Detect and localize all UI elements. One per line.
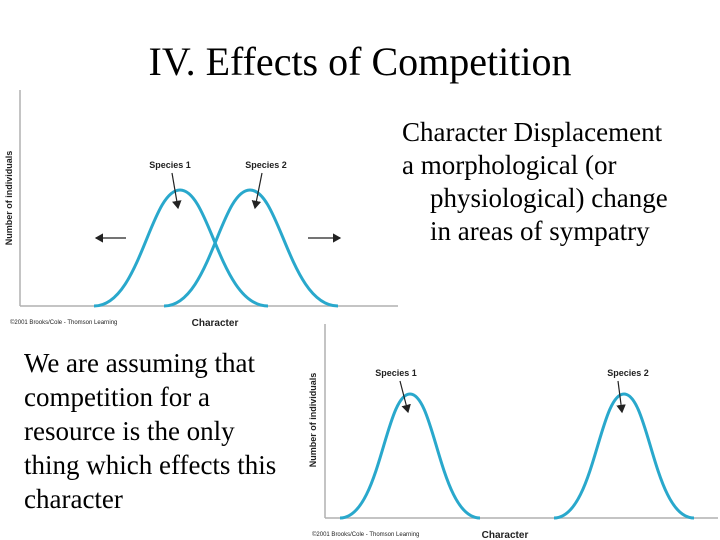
species-1-pointer: [399, 380, 411, 414]
assumption-line: character: [24, 484, 123, 514]
figure-sympatry: Number of individuals Character ©2001 Br…: [0, 88, 400, 334]
definition-text: Character Displacement a morphological (…: [402, 116, 720, 248]
species-2-label: Species 2: [607, 368, 649, 378]
species-2-label: Species 2: [245, 160, 287, 170]
x-axis-label: Character: [482, 530, 529, 540]
y-axis-label: Number of individuals: [4, 151, 14, 246]
assumption-line: thing which effects this: [24, 450, 277, 480]
y-axis-label: Number of individuals: [308, 373, 318, 468]
assumption-line: competition for a: [24, 382, 210, 412]
assumption-line: resource is the only: [24, 416, 235, 446]
species-2-curve: [163, 188, 339, 308]
x-axis-label: Character: [192, 318, 239, 329]
figure-displacement-svg: Number of individuals Character ©2001 Br…: [308, 324, 718, 540]
species-2-pointer: [251, 172, 263, 210]
assumption-line: We are assuming that: [24, 348, 256, 378]
species-1-label: Species 1: [375, 368, 417, 378]
credit-label: ©2001 Brooks/Cole - Thomson Learning: [10, 319, 117, 326]
credit-label: ©2001 Brooks/Cole - Thomson Learning: [312, 531, 419, 538]
species-1-pointer: [171, 172, 182, 210]
species-1-curve: [339, 392, 481, 520]
definition-line: in areas of sympatry: [430, 216, 650, 246]
figure-sympatry-svg: Number of individuals Character ©2001 Br…: [4, 90, 398, 329]
definition-line: a morphological (or: [402, 150, 617, 180]
figure-displacement: Number of individuals Character ©2001 Br…: [300, 322, 720, 540]
slide-title: IV. Effects of Competition: [148, 39, 572, 84]
species-2-curve: [553, 392, 695, 520]
assumption-text: We are assuming that competition for a r…: [24, 346, 304, 516]
definition-line: physiological) change: [430, 183, 668, 213]
species-1-curve: [93, 188, 269, 308]
species-1-label: Species 1: [149, 160, 191, 170]
definition-line: Character Displacement: [402, 117, 663, 147]
species-2-pointer: [616, 380, 626, 414]
